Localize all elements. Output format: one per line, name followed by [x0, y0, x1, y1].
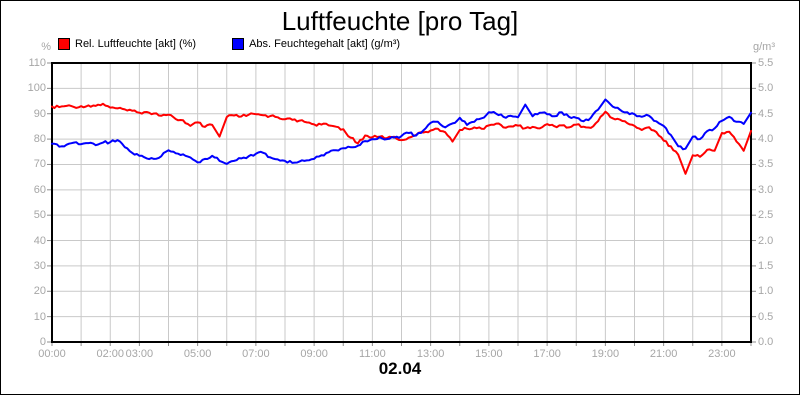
x-axis-tick-label: 02:00: [96, 348, 125, 360]
y-axis-left-tick-label: 80: [33, 133, 46, 146]
x-axis-tick-label: 17:00: [533, 348, 561, 360]
y-axis-right-tick-label: 2.0: [758, 234, 774, 247]
x-axis-tick-label: 23:00: [708, 348, 736, 360]
y-axis-right-tick-label: 1.0: [758, 285, 774, 298]
y-axis-left-tick-label: 40: [33, 234, 46, 247]
x-axis-tick-label: 03:00: [125, 348, 154, 360]
y-axis-right-tick-label: 3.0: [758, 183, 774, 196]
legend-label-abs-feuchtegehalt: Abs. Feuchtegehalt [akt] (g/m³): [249, 38, 401, 50]
y-axis-left-tick-label: 100: [27, 82, 46, 95]
x-axis-tick-label: 05:00: [183, 348, 212, 360]
x-axis-tick-label: 09:00: [300, 348, 328, 360]
y-axis-left-tick-label: 50: [33, 209, 46, 222]
right-axis-unit-label: g/m³: [753, 41, 775, 53]
y-axis-right-tick-label: 5.0: [758, 82, 774, 95]
series-line-abs-feuchtegehalt: [51, 98, 752, 165]
x-axis-tick-label: 15:00: [475, 348, 503, 360]
y-axis-right-tick-label: 4.5: [758, 107, 774, 120]
chart-title: Luftfeuchte [pro Tag]: [281, 6, 519, 36]
y-axis-left-tick-label: 60: [33, 183, 46, 196]
x-axis-tick-label: 07:00: [242, 348, 270, 360]
y-axis-right-tick-label: 1.5: [758, 259, 774, 272]
legend-item-rel-luftfeuchte: Rel. Luftfeuchte [akt] (%): [58, 38, 196, 50]
y-axis-left-tick-label: 20: [33, 285, 46, 298]
y-axis-left-tick-label: 70: [33, 158, 46, 171]
legend: Rel. Luftfeuchte [akt] (%) Abs. Feuchteg…: [58, 38, 400, 50]
x-axis-tick-label: 13:00: [416, 348, 445, 360]
x-axis-tick-label: 19:00: [591, 348, 620, 360]
y-axis-right-tick-label: 3.5: [758, 158, 774, 171]
y-axis-left-tick-label: 110: [28, 57, 46, 69]
y-axis-right-tick-label: 0.5: [758, 310, 774, 323]
left-axis-unit-label: %: [41, 41, 51, 53]
x-axis-tick-label: 00:00: [38, 348, 66, 360]
x-axis-tick-label: 21:00: [649, 348, 678, 360]
y-axis-left-tick-label: 0: [39, 336, 46, 348]
date-label: 02.04: [378, 359, 422, 378]
x-axis-tick-label: 11:00: [359, 348, 386, 360]
y-axis-left-tick-label: 30: [33, 259, 46, 272]
y-axis-left-tick-label: 10: [33, 310, 46, 323]
y-axis-right-tick-label: 2.5: [758, 209, 774, 222]
y-axis-right-tick-label: 5.5: [758, 57, 774, 69]
y-axis-left-tick-label: 90: [33, 107, 46, 120]
legend-swatch-red: [58, 38, 70, 50]
plot-border: [51, 62, 752, 343]
y-axis-right-tick-label: 4.0: [758, 133, 774, 146]
legend-label-rel-luftfeuchte: Rel. Luftfeuchte [akt] (%): [75, 38, 197, 50]
legend-item-abs-feuchtegehalt: Abs. Feuchtegehalt [akt] (g/m³): [232, 38, 400, 50]
y-axis-right-tick-label: 0.0: [758, 336, 774, 348]
legend-swatch-blue: [232, 38, 245, 50]
